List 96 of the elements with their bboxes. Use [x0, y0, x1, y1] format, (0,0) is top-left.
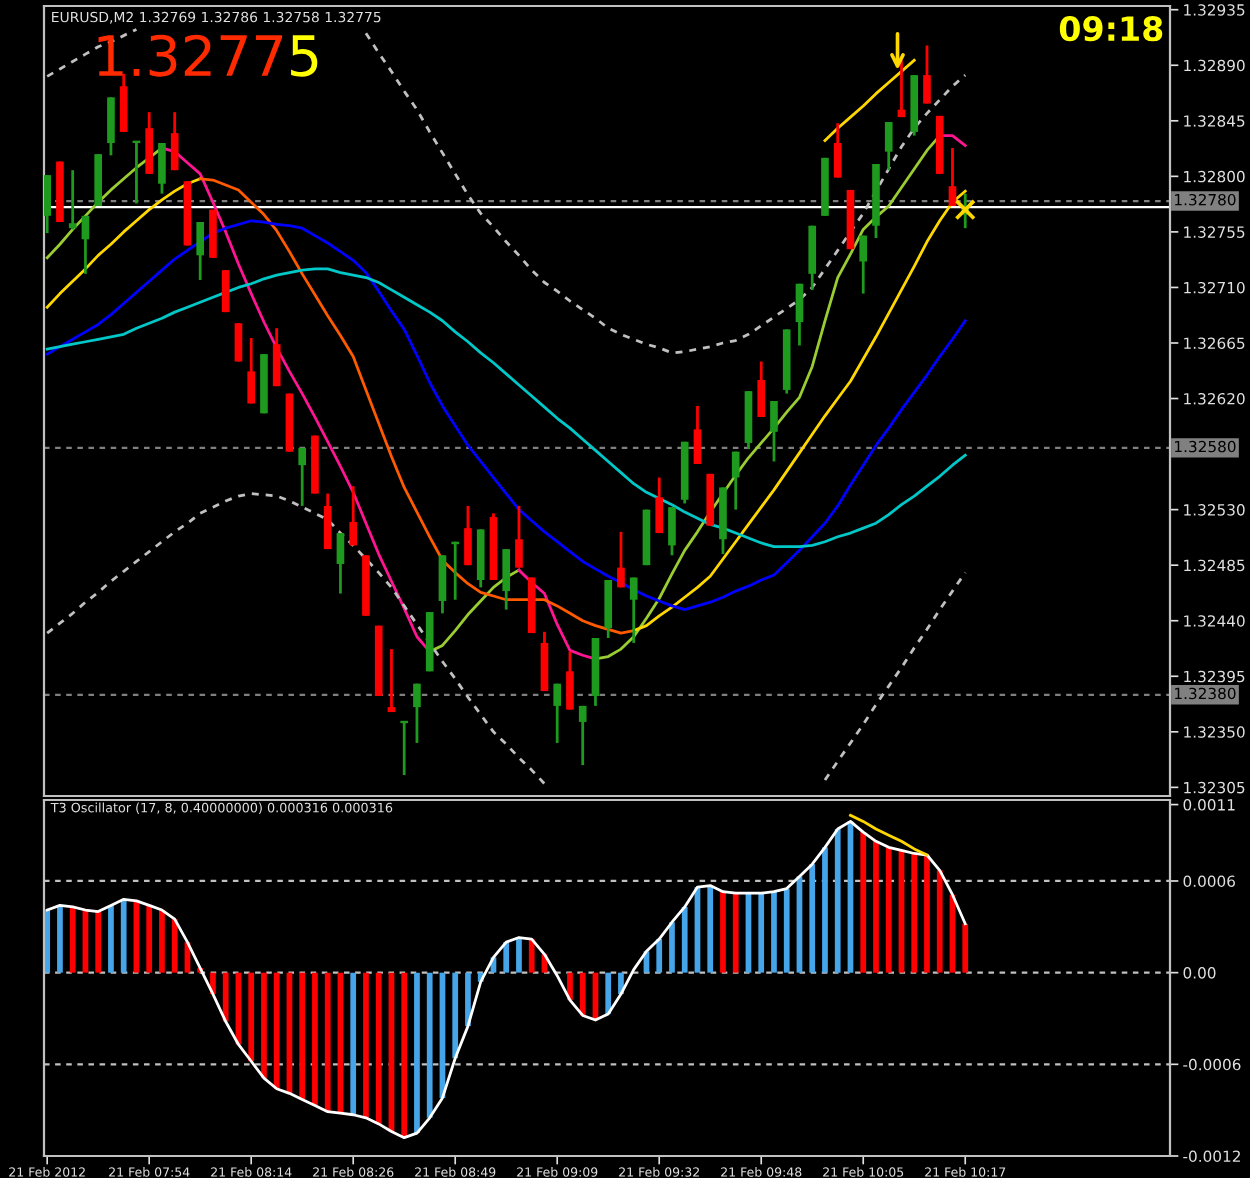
candlestick — [81, 214, 90, 276]
text: 09:18 — [1059, 16, 1163, 42]
bar — [758, 893, 765, 973]
bar — [732, 893, 739, 973]
candlestick — [145, 110, 154, 176]
line-series — [45, 219, 967, 611]
bar — [822, 847, 828, 973]
bar — [57, 905, 63, 973]
candlestick — [731, 450, 740, 512]
candlestick — [884, 120, 893, 172]
candlestick — [247, 336, 256, 405]
bar — [465, 972, 471, 1027]
bar — [681, 906, 688, 973]
candlestick — [349, 484, 358, 547]
bar — [579, 972, 586, 1016]
bar — [375, 972, 382, 1124]
bar — [108, 905, 114, 973]
line-series — [198, 177, 636, 635]
chart-subtitle: 1.32775 — [98, 34, 318, 77]
bar — [783, 888, 790, 973]
line-series — [45, 820, 967, 1140]
bar — [516, 937, 522, 973]
bar — [222, 972, 229, 1022]
bar — [720, 891, 726, 973]
bar — [299, 972, 306, 1100]
bar — [885, 847, 892, 973]
candlestick — [44, 173, 52, 235]
candlestick — [68, 168, 77, 231]
candlestick — [387, 647, 396, 714]
bar — [962, 923, 969, 973]
bar — [312, 972, 318, 1106]
bar — [146, 905, 153, 973]
candlestick — [170, 110, 179, 172]
candlestick — [757, 360, 766, 419]
line-series — [823, 58, 916, 142]
candlestick — [107, 95, 115, 157]
bar — [503, 942, 510, 973]
line-series — [45, 177, 202, 309]
bar — [69, 906, 76, 973]
bar — [401, 972, 408, 1138]
bar — [860, 832, 867, 973]
bar — [159, 910, 165, 973]
candlestick — [336, 531, 345, 595]
candlestick — [553, 682, 562, 745]
candlestick — [234, 321, 243, 363]
bar — [924, 855, 930, 973]
candlestick — [833, 121, 842, 179]
bar — [350, 972, 357, 1115]
candlestick — [859, 234, 868, 295]
bar — [248, 972, 255, 1062]
candlestick — [323, 492, 332, 551]
line-series — [632, 189, 967, 632]
bar — [528, 939, 535, 973]
bar — [936, 870, 943, 973]
candlestick — [413, 682, 421, 745]
bar — [707, 885, 714, 973]
bar — [834, 829, 841, 973]
candlestick — [221, 268, 230, 314]
bar — [771, 891, 777, 973]
candlestick — [795, 282, 804, 347]
candlestick — [272, 326, 281, 388]
line-series — [45, 267, 967, 549]
bar — [414, 972, 420, 1134]
bar — [95, 911, 102, 973]
candlestick — [693, 404, 702, 466]
bar — [273, 972, 280, 1089]
candlestick — [655, 476, 664, 535]
bar — [452, 972, 459, 1059]
bar — [261, 972, 267, 1079]
candlestick — [196, 220, 205, 282]
candlestick — [629, 576, 638, 645]
candlestick — [923, 44, 931, 105]
bar — [656, 939, 663, 973]
bar — [911, 853, 918, 973]
candlestick — [617, 530, 625, 589]
bar — [171, 919, 178, 973]
candlestick — [578, 704, 587, 767]
candlestick — [515, 504, 523, 570]
bar — [120, 899, 127, 973]
bar — [809, 864, 816, 973]
candlestick — [464, 504, 472, 567]
candlestick — [566, 650, 574, 711]
bar — [873, 841, 879, 973]
candlestick — [438, 553, 447, 615]
candlestick — [770, 399, 778, 463]
bar — [324, 972, 331, 1112]
bar — [669, 922, 675, 973]
bar — [605, 972, 612, 1014]
candlestick — [668, 505, 676, 557]
candlestick — [948, 146, 957, 208]
bar — [426, 972, 433, 1118]
line-series — [849, 813, 929, 857]
bar — [363, 972, 369, 1118]
candlestick — [298, 446, 307, 508]
candlestick — [158, 141, 166, 196]
candlestick — [502, 547, 511, 611]
